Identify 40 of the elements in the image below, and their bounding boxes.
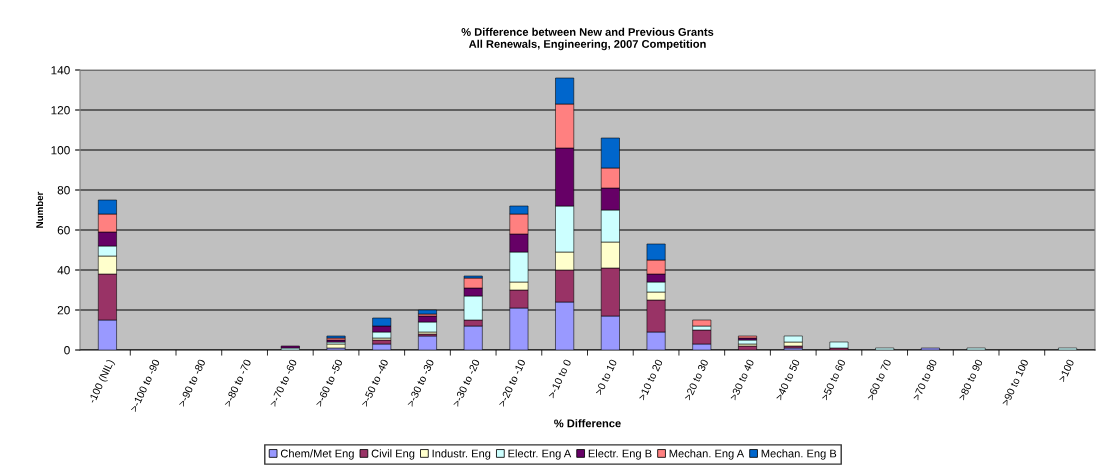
legend-label: Mechan. Eng B: [761, 449, 837, 460]
y-tick-label: 140: [51, 66, 70, 75]
x-tick-label: >50 to 60: [820, 358, 846, 401]
legend-label: Civil Eng: [371, 449, 415, 460]
legend-label: Electr. Eng B: [588, 449, 652, 460]
x-tick-label: >-30 to -20: [452, 358, 480, 408]
legend-label: Industr. Eng: [432, 449, 491, 460]
x-tick-label: >-10 to 0: [547, 358, 572, 399]
y-axis-title: Number: [35, 191, 44, 228]
x-tick-label: >-70 to -60: [269, 358, 298, 408]
y-tick-label: 40: [57, 266, 70, 275]
x-tick-label: >-60 to -50: [315, 358, 343, 408]
x-tick-label: >60 to 70: [866, 358, 892, 401]
legend-label: Mechan. Eng A: [669, 449, 745, 460]
legend-label: Chem/Met Eng: [280, 449, 354, 460]
x-tick-label: >100: [1058, 358, 1075, 383]
y-tick-label: 120: [51, 106, 70, 115]
x-tick-label: >80 to 90: [958, 358, 983, 401]
x-tick-label: >-80 to -70: [223, 358, 252, 408]
x-axis-title: % Difference: [554, 419, 621, 428]
x-tick-label: >20 to 30: [683, 358, 709, 401]
y-tick-label: 100: [51, 146, 70, 155]
x-tick-label: >-50 to -40: [360, 358, 389, 408]
chart-title: % Difference between New and Previous Grants All Renewals, Engineering, 2007 Competition: [461, 27, 714, 51]
x-tick-label: -100 (NIL): [87, 358, 116, 405]
x-tick-label: >10 to 20: [638, 358, 663, 401]
legend-label: Electr. Eng A: [508, 449, 572, 460]
y-tick-label: 20: [57, 306, 70, 315]
x-tick-label: >40 to 50: [775, 358, 801, 401]
x-tick-label: >30 to 40: [729, 358, 755, 401]
x-tick-label: >-20 to -10: [497, 358, 526, 408]
x-tick-label: >0 to 10: [594, 358, 618, 396]
x-tick-label: >-100 to -90: [129, 358, 160, 413]
y-tick-label: 60: [57, 226, 70, 235]
y-tick-label: 0: [64, 346, 70, 355]
x-tick-label: >-30 to -30: [406, 358, 435, 408]
x-tick-label: >-90 to -80: [177, 358, 206, 408]
x-tick-label: >70 to 80: [912, 358, 938, 401]
x-tick-label: >90 to 100: [1001, 358, 1029, 406]
y-tick-label: 80: [57, 186, 70, 195]
